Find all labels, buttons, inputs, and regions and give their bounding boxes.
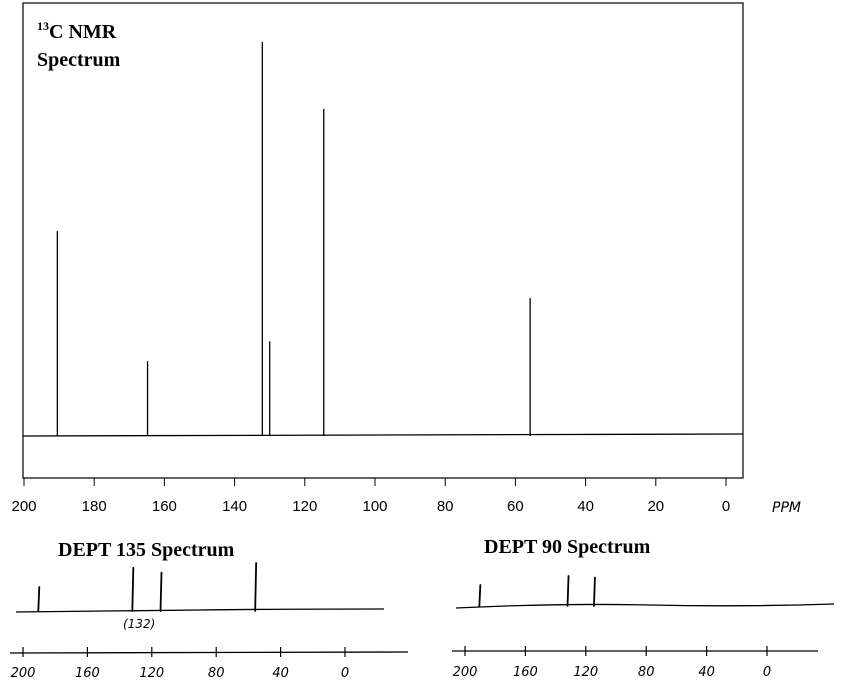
main-tick-label-20: 20: [647, 498, 664, 515]
dept90-x-axis: 200 160 120 80 40 0: [453, 646, 771, 680]
dept135-tick-label-120: 120: [139, 666, 164, 681]
main-title-superscript: 13: [37, 19, 49, 33]
main-tick-label-160: 160: [152, 498, 177, 515]
main-baseline: [22, 433, 744, 437]
dept135-peaks: [37, 562, 258, 612]
dept90-title: DEPT 90 Spectrum: [484, 536, 651, 558]
dept90-tick-label-40: 40: [698, 665, 715, 680]
dept90-tick-label-160: 160: [513, 665, 538, 680]
dept135-x-axis: 200 160 120 80 40 0: [11, 647, 349, 681]
main-tick-label-40: 40: [577, 498, 594, 515]
main-tick-label-180: 180: [82, 498, 107, 515]
dept90-peak-0: [478, 584, 482, 607]
dept135-tick-label-80: 80: [208, 666, 225, 681]
main-title-line1: C NMR: [49, 21, 117, 43]
dept90-chart: DEPT 90 Spectrum 200 160 120 80 40 0: [452, 536, 835, 680]
dept135-annotation: (132): [123, 617, 155, 631]
dept90-peak-2: [593, 576, 596, 607]
main-tick-label-120: 120: [292, 498, 317, 515]
dept90-baseline: [455, 603, 835, 609]
dept135-peak-2: [159, 571, 163, 612]
main-nmr-chart: 13C NMR Spectrum 200 180 160 140 120 100 80 60 4…: [11, 2, 801, 516]
main-tick-label-0: 0: [722, 498, 730, 515]
dept90-tick-label-120: 120: [573, 665, 598, 680]
main-peaks: [56, 42, 531, 436]
dept135-chart: DEPT 135 Spectrum (132) 200 160 120 80 40 0: [9, 539, 409, 681]
dept135-peak-3: [254, 562, 258, 612]
dept90-peaks: [478, 575, 596, 607]
dept135-tick-label-40: 40: [272, 666, 289, 681]
main-x-axis: 200 180 160 140 120 100 80 60 40 20 0: [11, 478, 730, 515]
main-tick-label-80: 80: [437, 498, 454, 515]
main-x-axis-label: PPM: [772, 500, 801, 516]
dept135-tick-label-160: 160: [75, 666, 100, 681]
dept135-baseline: [15, 608, 385, 613]
dept90-tick-label-0: 0: [763, 665, 771, 680]
main-title: 13C NMR: [37, 19, 117, 43]
main-title-line2: Spectrum: [37, 49, 121, 71]
dept135-title: DEPT 135 Spectrum: [58, 539, 235, 561]
dept90-peak-1: [566, 575, 570, 607]
main-tick-label-60: 60: [507, 498, 524, 515]
main-plot-frame: [22, 2, 744, 479]
dept90-tick-label-80: 80: [638, 665, 655, 680]
main-tick-label-100: 100: [362, 498, 387, 515]
main-tick-label-140: 140: [222, 498, 247, 515]
dept135-tick-label-200: 200: [11, 666, 36, 681]
dept135-tick-label-0: 0: [341, 666, 349, 681]
dept135-peak-0: [37, 586, 41, 612]
dept90-tick-label-200: 200: [453, 665, 478, 680]
main-tick-label-200: 200: [11, 498, 36, 515]
dept135-peak-1: [131, 566, 135, 612]
dept135-axis-line: [9, 651, 409, 654]
